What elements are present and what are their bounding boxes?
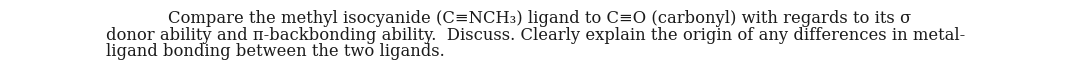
Text: Compare the methyl isocyanide (C≡NCH₃) ligand to C≡O (carbonyl) with regards to : Compare the methyl isocyanide (C≡NCH₃) l… [168,10,912,27]
Text: ligand bonding between the two ligands.: ligand bonding between the two ligands. [106,43,445,60]
Text: donor ability and π-backbonding ability.  Discuss. Clearly explain the origin of: donor ability and π-backbonding ability.… [106,27,966,44]
